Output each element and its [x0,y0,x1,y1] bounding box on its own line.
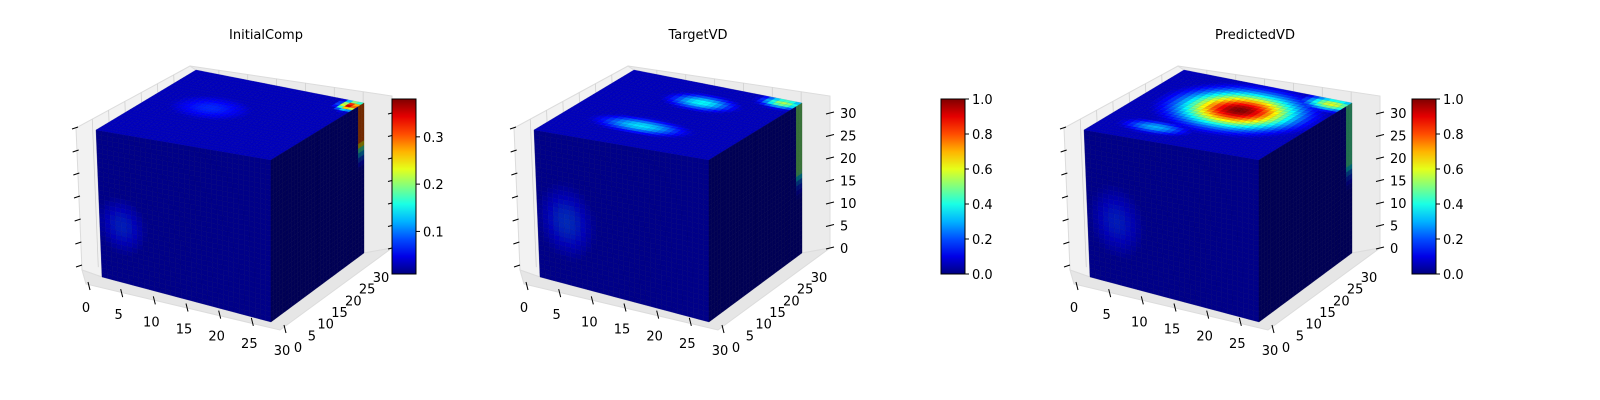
left-tick-mark [75,264,83,268]
x-tick-label: 20 [208,330,225,345]
y-tick-label: 30 [373,271,390,286]
panel-title: InitialComp [229,28,303,43]
colorbar-tick-label: 0.3 [423,131,444,146]
x-tick-label: 25 [241,337,258,352]
y-tick-label: 0 [294,341,302,356]
colorbar-tick-label: 0.1 [423,225,444,240]
cube-front-face [533,129,710,323]
x-tick-label: 10 [143,315,160,330]
x-tick-label: 5 [115,308,123,323]
cube-front-face [95,129,272,323]
panel-initialcomp: 0 5 10 15 20 25 30 051015202530InitialComp0.10.… [71,28,444,359]
x-tick-label: 30 [274,344,291,359]
panel-targetvd: 0 5 10 15 20 25 30 051015202530051015202530Targ… [509,28,993,359]
colorbar [391,98,417,275]
x-tick-label: 0 [82,301,90,316]
pane-gridline [91,119,99,268]
x-tick-label: 15 [176,323,193,338]
y-tick-label: 5 [308,329,316,344]
colorbar-tick-label: 0.2 [423,178,444,193]
